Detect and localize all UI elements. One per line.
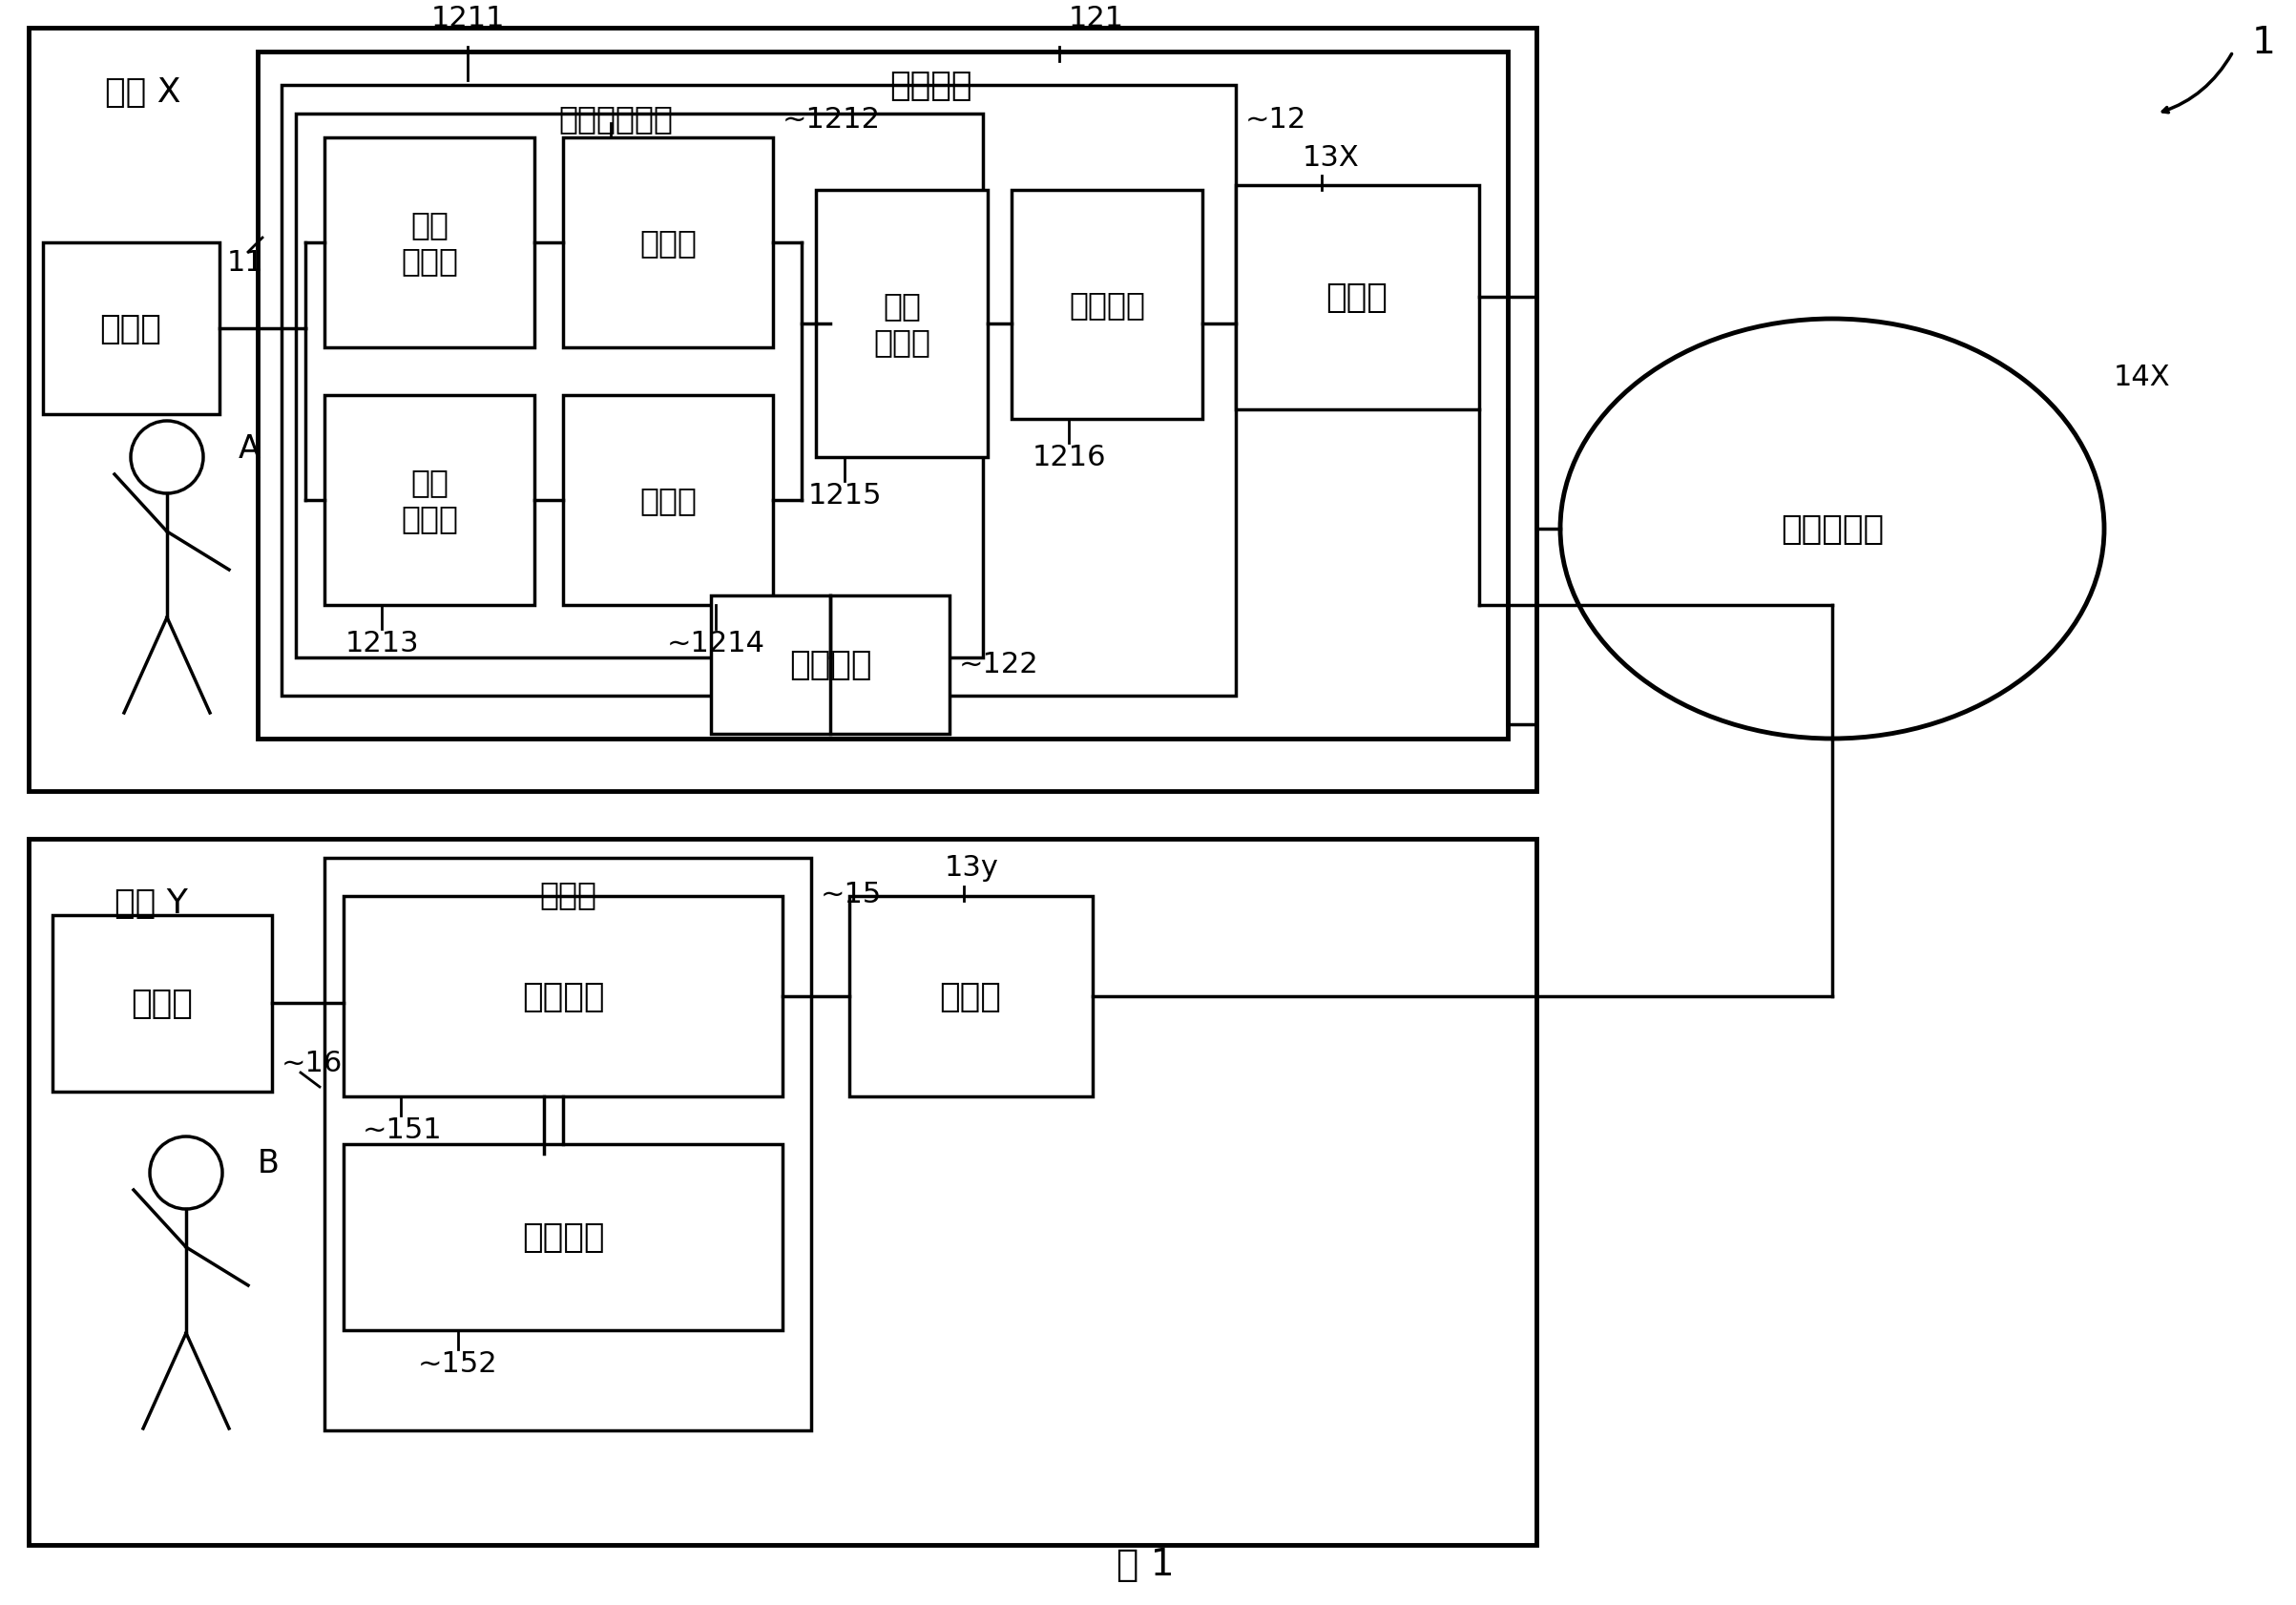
Bar	[282, 85, 1235, 697]
Text: 放大部分: 放大部分	[521, 981, 604, 1013]
Text: 14X: 14X	[2115, 363, 2170, 390]
Text: 终端单元: 终端单元	[889, 69, 971, 103]
Bar	[344, 897, 783, 1096]
Text: 操作部分: 操作部分	[521, 1221, 604, 1254]
Text: ~16: ~16	[282, 1050, 342, 1077]
Text: 1216: 1216	[1031, 445, 1107, 472]
Text: 操作部分: 操作部分	[790, 648, 872, 681]
Text: 低通
滤波器: 低通 滤波器	[402, 209, 459, 278]
Text: ~12: ~12	[1244, 106, 1306, 133]
Text: 语音处理部分: 语音处理部分	[558, 103, 673, 135]
Bar	[324, 396, 535, 605]
Bar	[815, 191, 987, 457]
Text: 麦克风: 麦克风	[99, 313, 161, 345]
Bar	[563, 396, 774, 605]
Bar	[44, 244, 220, 414]
Bar	[53, 915, 271, 1091]
Ellipse shape	[1561, 319, 2103, 738]
Text: 1211: 1211	[432, 5, 505, 32]
Text: A: A	[239, 432, 259, 464]
Text: ~151: ~151	[363, 1115, 443, 1144]
Bar	[344, 1144, 783, 1331]
Bar	[1013, 191, 1203, 419]
Text: B: B	[257, 1148, 280, 1180]
Text: ~152: ~152	[418, 1350, 498, 1377]
Text: 扬声器: 扬声器	[131, 987, 193, 1019]
Text: 13y: 13y	[944, 854, 999, 881]
Bar	[324, 138, 535, 348]
Text: 移调器: 移调器	[638, 228, 696, 258]
Text: 电话机: 电话机	[1327, 281, 1389, 313]
Text: ~1214: ~1214	[666, 629, 765, 658]
Text: 1215: 1215	[808, 481, 882, 510]
Text: 住宅 X: 住宅 X	[106, 77, 181, 109]
Text: 电话机: 电话机	[939, 981, 1001, 1013]
Bar	[28, 839, 1536, 1546]
Bar	[296, 114, 983, 658]
Text: 公共电话网: 公共电话网	[1782, 514, 1883, 546]
Bar	[563, 138, 774, 348]
Text: 121: 121	[1070, 5, 1125, 32]
Text: ~15: ~15	[820, 881, 882, 908]
Text: 图 1: 图 1	[1116, 1546, 1173, 1583]
Text: 13X: 13X	[1302, 143, 1359, 172]
Bar	[28, 29, 1536, 791]
Text: 高通
滤波器: 高通 滤波器	[402, 467, 459, 534]
Text: 放大部分: 放大部分	[1070, 289, 1146, 321]
Text: 放大器: 放大器	[540, 880, 597, 910]
Text: 1213: 1213	[344, 629, 418, 658]
Text: ~122: ~122	[960, 652, 1038, 679]
Text: 1: 1	[2252, 24, 2275, 61]
Bar	[850, 897, 1093, 1096]
Text: 降噪
滤波器: 降噪 滤波器	[872, 291, 930, 358]
Bar	[324, 859, 810, 1430]
Bar	[712, 595, 951, 735]
Text: 11: 11	[227, 249, 264, 276]
Text: 移调器: 移调器	[638, 485, 696, 517]
Bar	[1235, 186, 1479, 409]
Text: ~1212: ~1212	[783, 106, 882, 133]
Bar	[257, 53, 1508, 738]
Text: 公司 Y: 公司 Y	[115, 888, 188, 920]
